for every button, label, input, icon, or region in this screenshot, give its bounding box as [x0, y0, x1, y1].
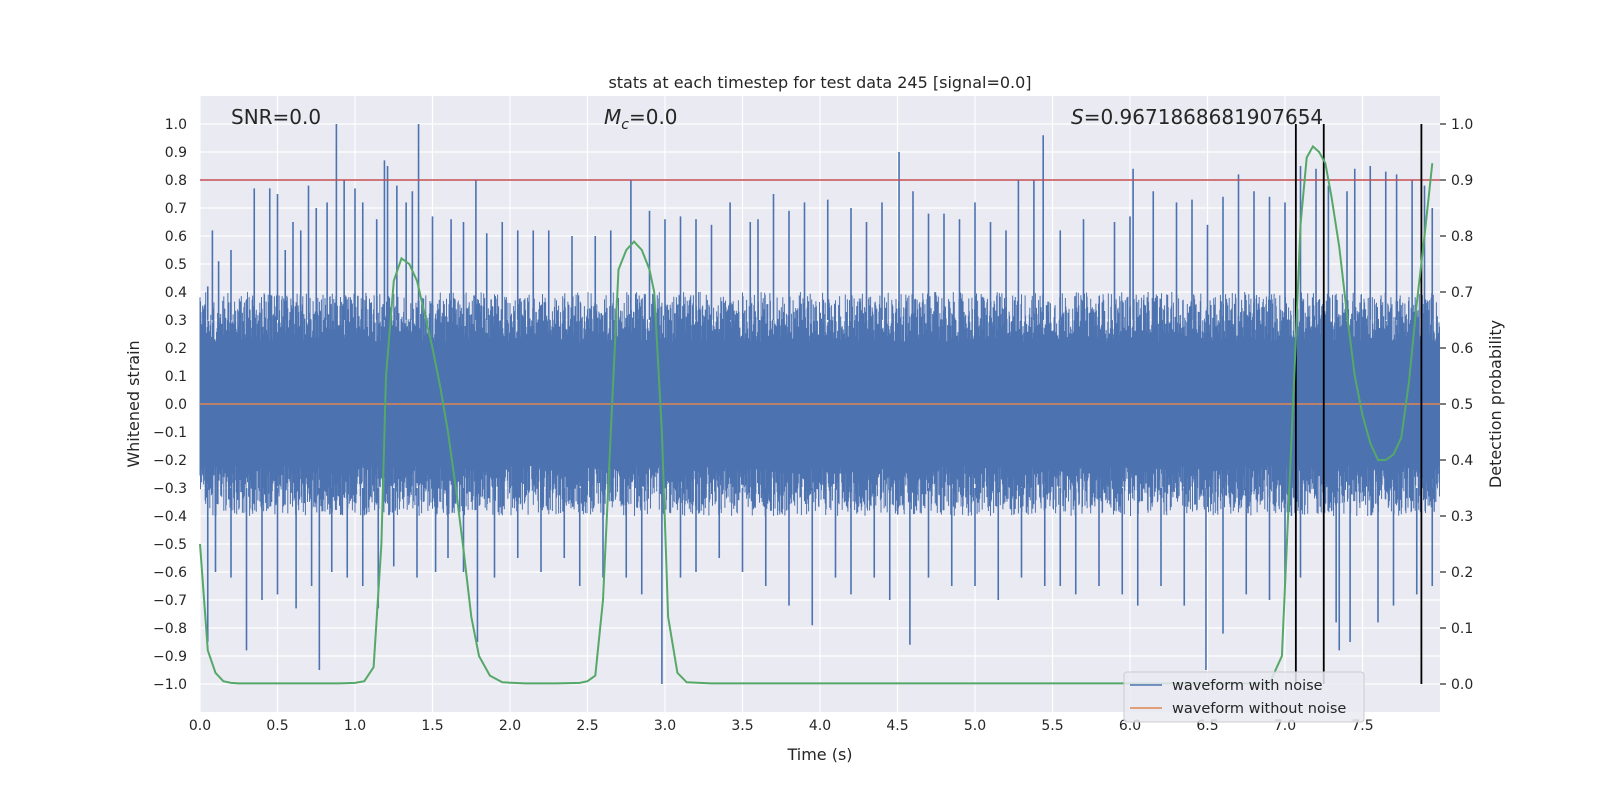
y-tick-label-right: 0.5: [1451, 397, 1473, 413]
x-tick-label: 3.0: [654, 718, 676, 734]
score-value: =0.9671868681907654: [1084, 105, 1323, 129]
y-tick-label-right: 0.8: [1451, 229, 1473, 245]
legend: waveform with noise waveform without noi…: [1123, 671, 1365, 723]
y-tick-label-left: 0.8: [165, 173, 187, 189]
y-tick-label-left: −0.7: [153, 593, 187, 609]
y-tick-label-right: 0.7: [1451, 285, 1473, 301]
chirp-mass-symbol: M: [604, 105, 621, 129]
probability-series: [199, 144, 1434, 685]
y-tick-label-left: −0.8: [153, 621, 187, 637]
y-axis-label-left: Whitened strain: [124, 340, 143, 467]
y-axis-label-right: Detection probability: [1486, 320, 1505, 488]
x-tick-label: 0.5: [266, 718, 288, 734]
y-tick-label-left: −0.2: [153, 453, 187, 469]
x-tick-label: 1.0: [344, 718, 366, 734]
y-tick-label-left: 0.4: [165, 285, 187, 301]
y-tick-label-left: 0.5: [165, 257, 187, 273]
y-tick-label-left: 1.0: [165, 117, 187, 133]
x-tick-label: 4.0: [809, 718, 831, 734]
detection-probability-line: [199, 144, 1434, 685]
x-tick-label: 3.5: [731, 718, 753, 734]
y-tick-label-left: −0.1: [153, 425, 187, 441]
y-tick-label-left: 0.6: [165, 229, 187, 245]
y-tick-label-right: 0.6: [1451, 341, 1473, 357]
y-tick-label-left: 0.3: [165, 313, 187, 329]
x-tick-label: 4.5: [886, 718, 908, 734]
x-tick-label: 2.5: [576, 718, 598, 734]
y-tick-label-right: 0.2: [1451, 565, 1473, 581]
x-tick-label: 1.5: [421, 718, 443, 734]
legend-label-noisy: waveform with noise: [1172, 678, 1323, 694]
chirp-mass-annotation: Mc=0.0: [604, 105, 678, 133]
axes: 0.0 0.5 1.0 1.5 2.0 2.5 3.0 3.5 4.0 4.5 5.0 5.5 6.0 6…: [153, 117, 1473, 734]
snr-annotation: SNR=0.0: [231, 105, 321, 129]
y-tick-label-left: −0.3: [153, 481, 187, 497]
chirp-mass-subscript: c: [621, 117, 629, 133]
x-tick-label: 2.0: [499, 718, 521, 734]
y-tick-label-right: 0.9: [1451, 173, 1473, 189]
y-tick-label-right: 0.0: [1451, 677, 1473, 693]
chart-title: stats at each timestep for test data 245…: [608, 73, 1031, 92]
score-annotation: S=0.9671868681907654: [1071, 105, 1323, 129]
chirp-mass-value: =0.0: [629, 105, 678, 129]
y-tick-label-left: −0.5: [153, 537, 187, 553]
y-tick-label-right: 0.4: [1451, 453, 1473, 469]
noisy-waveform-series: [199, 124, 1440, 684]
y-tick-label-right: 1.0: [1451, 117, 1473, 133]
legend-label-clean: waveform without noise: [1172, 701, 1346, 717]
y-tick-label-left: 0.7: [165, 201, 187, 217]
x-tick-label: 0.0: [189, 718, 211, 734]
y-tick-label-left: 0.9: [165, 145, 187, 161]
score-symbol: S: [1071, 105, 1084, 129]
x-axis-label: Time (s): [786, 745, 852, 764]
legend-box: [1123, 671, 1365, 723]
overlay-lines: [200, 124, 1440, 684]
y-tick-label-left: −0.9: [153, 649, 187, 665]
y-tick-label-right: 0.1: [1451, 621, 1473, 637]
y-tick-label-left: −1.0: [153, 677, 187, 693]
y-tick-label-left: −0.4: [153, 509, 187, 525]
y-tick-label-right: 0.3: [1451, 509, 1473, 525]
y-tick-label-left: 0.2: [165, 341, 187, 357]
y-tick-label-left: 0.1: [165, 369, 187, 385]
x-tick-label: 5.0: [964, 718, 986, 734]
y-tick-label-left: 0.0: [165, 397, 187, 413]
y-tick-label-left: −0.6: [153, 565, 187, 581]
x-tick-label: 5.5: [1041, 718, 1063, 734]
